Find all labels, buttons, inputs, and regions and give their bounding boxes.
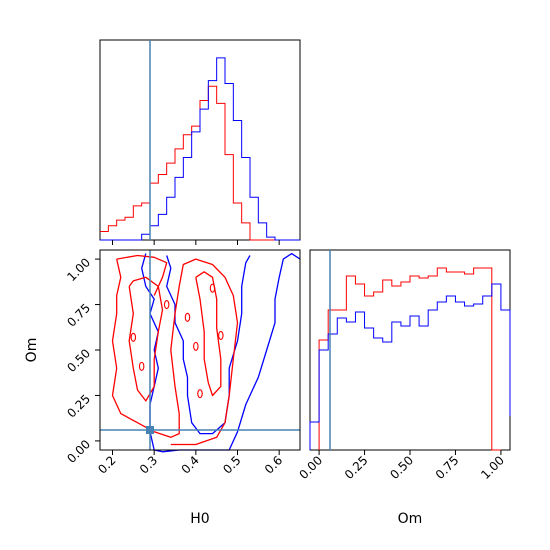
- hist-om-xtick-label: 0.50: [387, 453, 416, 482]
- contour-ytick-label: 0.00: [64, 437, 93, 466]
- contour-xtick-label: 0.5: [220, 453, 243, 476]
- contour-red-inner-right: [195, 271, 222, 397]
- contour-ytick-label: 0.75: [64, 301, 93, 330]
- contour-truth-marker: [146, 426, 154, 434]
- hist-h0-frame: [99, 39, 301, 241]
- contour-red-outer: [111, 258, 239, 446]
- contour-ytick-label: 1.00: [64, 255, 93, 284]
- hist-h0-series-blue: [100, 57, 300, 241]
- contour-xtick-label: 0.6: [262, 453, 285, 476]
- hist-om-panel: 0.00 0.25 0.50 0.75 1.00 Om: [296, 249, 511, 527]
- contour-red-blob: [130, 332, 137, 342]
- contour-ytick-label: 0.25: [64, 392, 93, 421]
- contour-red-blob: [163, 299, 170, 310]
- contour-blue-inner: [166, 255, 251, 435]
- hist-om-series-red: [318, 267, 501, 451]
- hist-om-xtick-label: 1.00: [478, 453, 507, 482]
- contour-xtick-label: 0.3: [137, 453, 160, 476]
- contour-red-blob: [209, 283, 216, 293]
- hist-h0-panel: [99, 39, 301, 245]
- contour-red-top: [116, 254, 168, 296]
- hist-om-xtick-label: 0.25: [342, 453, 371, 482]
- contour-panel: 0.2 0.3 0.4 0.5 0.6 0.00 0.25 0.50 0.75 1.00 H0 O…: [24, 249, 301, 527]
- hist-om-series-blue: [309, 283, 511, 450]
- contour-red-blob: [138, 361, 145, 371]
- contour-ylabel: Om: [24, 338, 40, 363]
- contour-blue-outer: [141, 252, 301, 453]
- contour-red-blob: [184, 312, 191, 322]
- contour-xlabel: H0: [190, 511, 209, 527]
- hist-om-xtick-label: 0.00: [296, 453, 325, 482]
- hist-om-xlabel: Om: [398, 511, 423, 527]
- contour-ytick-label: 0.50: [64, 346, 93, 375]
- contour-red-blob: [197, 389, 203, 399]
- contour-xtick-label: 0.4: [179, 453, 202, 476]
- hist-om-xtick-label: 0.75: [433, 453, 462, 482]
- contour-red-blob: [193, 341, 199, 351]
- contour-red-inner-left: [128, 276, 164, 402]
- contour-red-blob: [218, 330, 224, 341]
- contour-xtick-label: 0.2: [95, 453, 118, 476]
